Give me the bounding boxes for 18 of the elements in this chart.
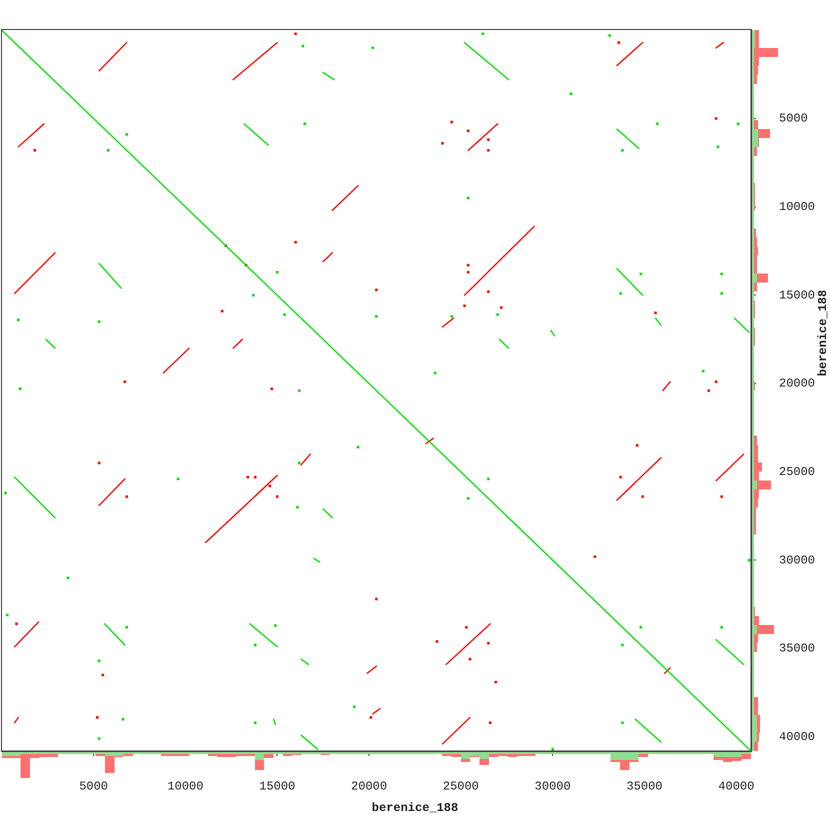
y-tick-label: 15000 bbox=[779, 288, 816, 302]
y-tick-label: 25000 bbox=[779, 465, 816, 480]
y-axis-title: berenice_188 bbox=[816, 290, 830, 376]
x-tick-label: 15000 bbox=[259, 779, 296, 794]
x-tick-label: 10000 bbox=[167, 779, 204, 794]
y-tick-label: 40000 bbox=[779, 730, 816, 744]
x-tick-label: 30000 bbox=[534, 779, 571, 794]
y-tick-label: 35000 bbox=[779, 642, 816, 656]
x-tick-label: 25000 bbox=[442, 779, 479, 794]
y-tick-label: 5000 bbox=[779, 112, 808, 126]
x-tick-label: 35000 bbox=[626, 779, 663, 794]
x-axis-title: berenice_188 bbox=[372, 801, 458, 815]
y-tick-label: 30000 bbox=[779, 553, 816, 568]
x-tick-label: 40000 bbox=[718, 779, 754, 794]
x-tick-label: 5000 bbox=[79, 779, 108, 794]
y-tick-label: 20000 bbox=[779, 376, 816, 391]
y-tick-label: 10000 bbox=[779, 200, 816, 214]
x-tick-label: 20000 bbox=[351, 779, 388, 794]
